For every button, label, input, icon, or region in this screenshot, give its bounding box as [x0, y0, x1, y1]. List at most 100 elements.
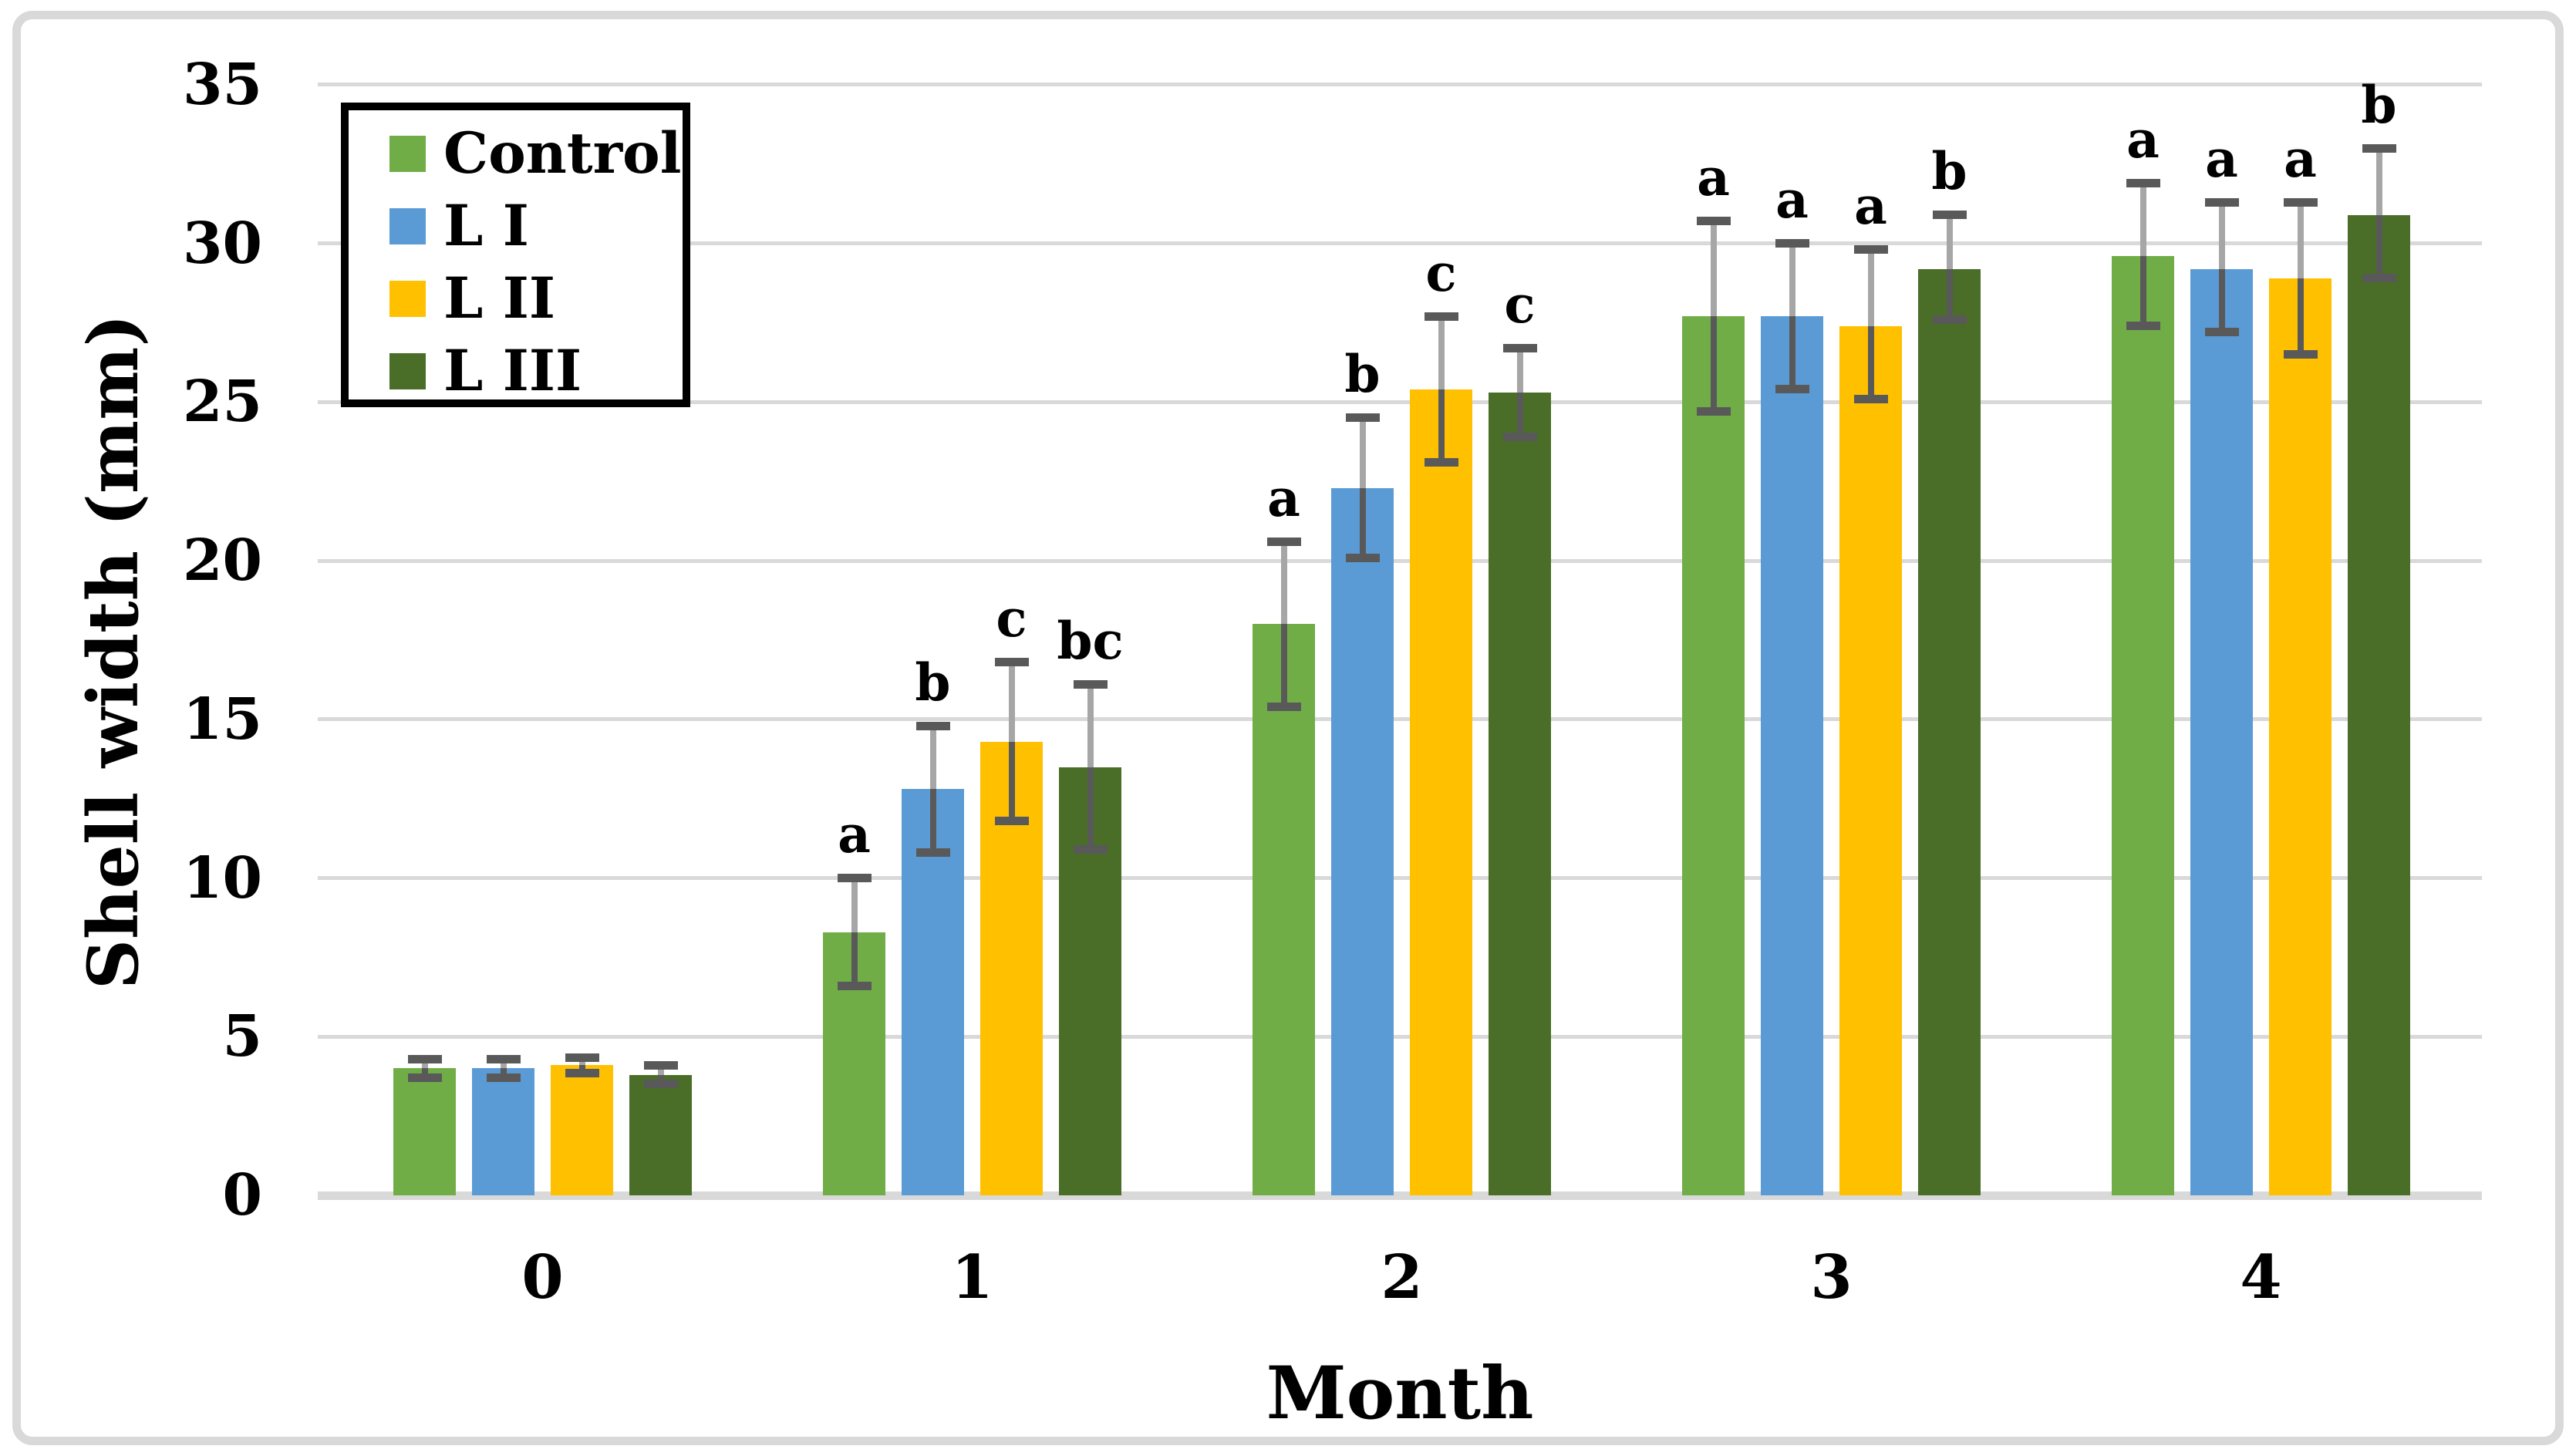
error-bar-upper-line: [929, 726, 936, 794]
error-bar-lower-cap: [643, 1080, 678, 1089]
error-bar-lower-line: [2218, 268, 2225, 332]
error-bar-lower-line: [1789, 316, 1795, 389]
x-tick-label: 0: [521, 1242, 564, 1313]
error-bar-upper-cap: [915, 721, 950, 730]
bar-li-month-2: [1331, 487, 1394, 1195]
error-bar-lower-line: [929, 789, 936, 853]
error-bar-upper-cap: [565, 1053, 599, 1062]
error-bar-lower-line: [2297, 278, 2304, 355]
error-bar-lower-line: [1946, 268, 1953, 320]
bar-liii-month-4: [2348, 214, 2410, 1195]
y-tick-label: 10: [183, 844, 262, 912]
significance-letter: b: [1344, 344, 1381, 405]
significance-letter: a: [2284, 128, 2317, 189]
error-bar-lower-cap: [2283, 350, 2318, 359]
x-tick-label: 3: [1810, 1242, 1853, 1313]
error-bar-lower-cap: [1853, 394, 1888, 403]
error-bar-upper-line: [500, 1059, 507, 1073]
significance-letter: c: [1504, 274, 1536, 335]
error-bar-lower-cap: [2126, 322, 2160, 331]
error-bar-upper-cap: [1266, 537, 1301, 546]
y-tick-label: 20: [183, 527, 262, 595]
y-tick-label: 25: [183, 369, 262, 436]
error-bar-lower-line: [421, 1068, 428, 1078]
significance-letter: a: [838, 804, 871, 865]
error-bar-lower-cap: [1502, 433, 1537, 442]
significance-letter: b: [2361, 74, 2397, 135]
x-tick-label: 4: [2240, 1242, 2282, 1313]
error-bar-lower-line: [1359, 487, 1366, 558]
significance-letter: c: [996, 588, 1027, 649]
x-axis-baseline: [318, 1191, 2482, 1200]
y-tick-label: 35: [183, 51, 262, 118]
y-tick-label: 15: [183, 686, 262, 753]
error-bar-upper-line: [2375, 148, 2382, 220]
x-tick-label: 2: [1381, 1242, 1423, 1313]
bar-control-month-0: [393, 1068, 456, 1195]
bar-control-month-4: [2112, 256, 2174, 1195]
legend-item-control: Control: [349, 117, 683, 190]
legend-item-li: L I: [349, 190, 683, 262]
error-bar-lower-cap: [915, 848, 950, 858]
legend-label: L II: [443, 265, 556, 332]
error-bar-upper-cap: [1853, 245, 1888, 254]
gridline: [318, 876, 2482, 881]
error-bar-upper-cap: [1424, 312, 1458, 321]
error-bar-upper-line: [1280, 541, 1287, 629]
y-tick-label: 0: [222, 1162, 263, 1228]
error-bar-upper-line: [578, 1057, 585, 1070]
legend-swatch-icon: [389, 135, 426, 172]
error-bar-upper-line: [1359, 417, 1366, 493]
error-bar-upper-cap: [1502, 343, 1537, 352]
error-bar-upper-line: [421, 1059, 428, 1073]
error-bar-lower-cap: [1932, 315, 1967, 324]
significance-letter: b: [915, 652, 951, 713]
error-bar-upper-line: [1946, 214, 1953, 274]
error-bar-lower-cap: [1345, 553, 1380, 562]
error-bar-lower-line: [2375, 214, 2382, 278]
gridline: [318, 558, 2482, 563]
bar-control-month-3: [1682, 316, 1745, 1195]
bar-lii-month-4: [2269, 278, 2332, 1195]
error-bar-upper-line: [1516, 348, 1523, 398]
legend-label: Control: [443, 120, 682, 187]
error-bar-lower-line: [1438, 389, 1445, 463]
gridline: [318, 241, 2482, 246]
error-bar-lower-cap: [486, 1073, 521, 1083]
error-bar-upper-cap: [1696, 217, 1731, 226]
error-bar-upper-line: [2218, 202, 2225, 274]
error-bar-upper-cap: [1345, 413, 1380, 423]
bar-liii-month-0: [629, 1074, 692, 1195]
y-axis-title: Shell width (mm): [72, 314, 154, 989]
error-bar-lower-cap: [837, 981, 872, 990]
error-bar-upper-cap: [994, 658, 1029, 667]
error-bar-upper-cap: [2283, 197, 2318, 207]
significance-letter: a: [1775, 170, 1809, 231]
error-bar-lower-cap: [1424, 458, 1458, 467]
x-tick-label: 1: [951, 1242, 993, 1313]
error-bar-lower-cap: [407, 1073, 442, 1083]
error-bar-upper-cap: [2362, 143, 2396, 153]
error-bar-lower-line: [1087, 767, 1094, 850]
error-bar-lower-cap: [2362, 274, 2396, 283]
significance-letter: a: [1854, 176, 1887, 237]
error-bar-upper-cap: [486, 1054, 521, 1063]
error-bar-upper-line: [2139, 183, 2146, 261]
error-bar-upper-line: [657, 1065, 664, 1080]
legend-swatch-icon: [389, 207, 426, 244]
bar-control-month-2: [1253, 624, 1315, 1195]
significance-letter: a: [1697, 147, 1730, 208]
error-bar-upper-line: [2297, 202, 2304, 283]
x-axis-title: Month: [1266, 1351, 1534, 1436]
error-bar-lower-line: [1710, 316, 1717, 412]
significance-letter: a: [2126, 110, 2160, 170]
error-bar-lower-line: [1516, 393, 1523, 437]
gridline: [318, 717, 2482, 722]
error-bar-lower-line: [851, 932, 858, 986]
bar-li-month-4: [2190, 268, 2253, 1195]
error-bar-lower-line: [500, 1068, 507, 1078]
bar-lii-month-3: [1839, 325, 1902, 1195]
significance-letter: c: [1425, 242, 1457, 303]
gridline: [318, 1034, 2482, 1039]
error-bar-upper-cap: [837, 874, 872, 883]
